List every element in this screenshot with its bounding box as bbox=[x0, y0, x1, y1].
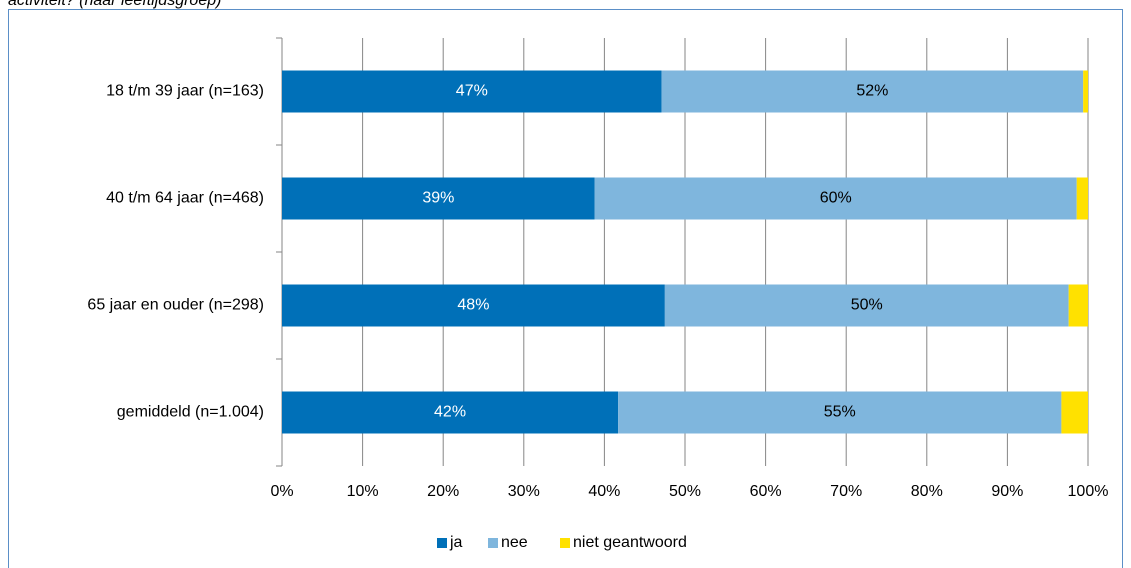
legend-swatch bbox=[488, 538, 498, 548]
bar-segment bbox=[1061, 391, 1088, 434]
x-tick-label: 70% bbox=[830, 483, 862, 500]
bar-segment bbox=[282, 70, 662, 113]
data-label: 47% bbox=[456, 83, 488, 100]
bar-segment bbox=[618, 391, 1062, 434]
x-tick-label: 50% bbox=[669, 483, 701, 500]
y-tick-label: 18 t/m 39 jaar (n=163) bbox=[106, 83, 264, 100]
legend-label: nee bbox=[501, 534, 528, 551]
bar-segment bbox=[661, 70, 1084, 113]
legend-label: ja bbox=[449, 534, 463, 551]
bar-segment bbox=[664, 284, 1069, 327]
bar-segment bbox=[282, 284, 665, 327]
x-tick-label: 80% bbox=[911, 483, 943, 500]
x-tick-label: 0% bbox=[270, 483, 293, 500]
x-tick-label: 10% bbox=[347, 483, 379, 500]
bar-segment bbox=[1083, 70, 1088, 113]
x-tick-label: 40% bbox=[588, 483, 620, 500]
x-tick-label: 30% bbox=[508, 483, 540, 500]
bar-segment bbox=[1068, 284, 1088, 327]
y-tick-label: 65 jaar en ouder (n=298) bbox=[87, 297, 264, 314]
x-tick-label: 100% bbox=[1068, 483, 1109, 500]
data-label: 52% bbox=[856, 83, 888, 100]
legend-swatch bbox=[437, 538, 447, 548]
data-label: 60% bbox=[820, 190, 852, 207]
y-tick-label: 40 t/m 64 jaar (n=468) bbox=[106, 190, 264, 207]
legend-swatch bbox=[560, 538, 570, 548]
chart-title: activiteit? (naar leeftijdsgroep) bbox=[8, 0, 221, 9]
data-label: 48% bbox=[457, 297, 489, 314]
frame bbox=[8, 9, 1123, 568]
bar-segment bbox=[594, 177, 1077, 220]
x-tick-label: 90% bbox=[991, 483, 1023, 500]
bar-segment bbox=[1076, 177, 1088, 220]
data-label: 39% bbox=[422, 190, 454, 207]
data-label: 55% bbox=[824, 404, 856, 421]
bar-segment bbox=[282, 177, 595, 220]
data-label: 50% bbox=[851, 297, 883, 314]
x-tick-label: 20% bbox=[427, 483, 459, 500]
legend-label: niet geantwoord bbox=[573, 534, 687, 551]
y-tick-label: gemiddeld (n=1.004) bbox=[117, 404, 264, 421]
x-tick-label: 60% bbox=[750, 483, 782, 500]
data-label: 42% bbox=[434, 404, 466, 421]
bar-segment bbox=[282, 391, 619, 434]
